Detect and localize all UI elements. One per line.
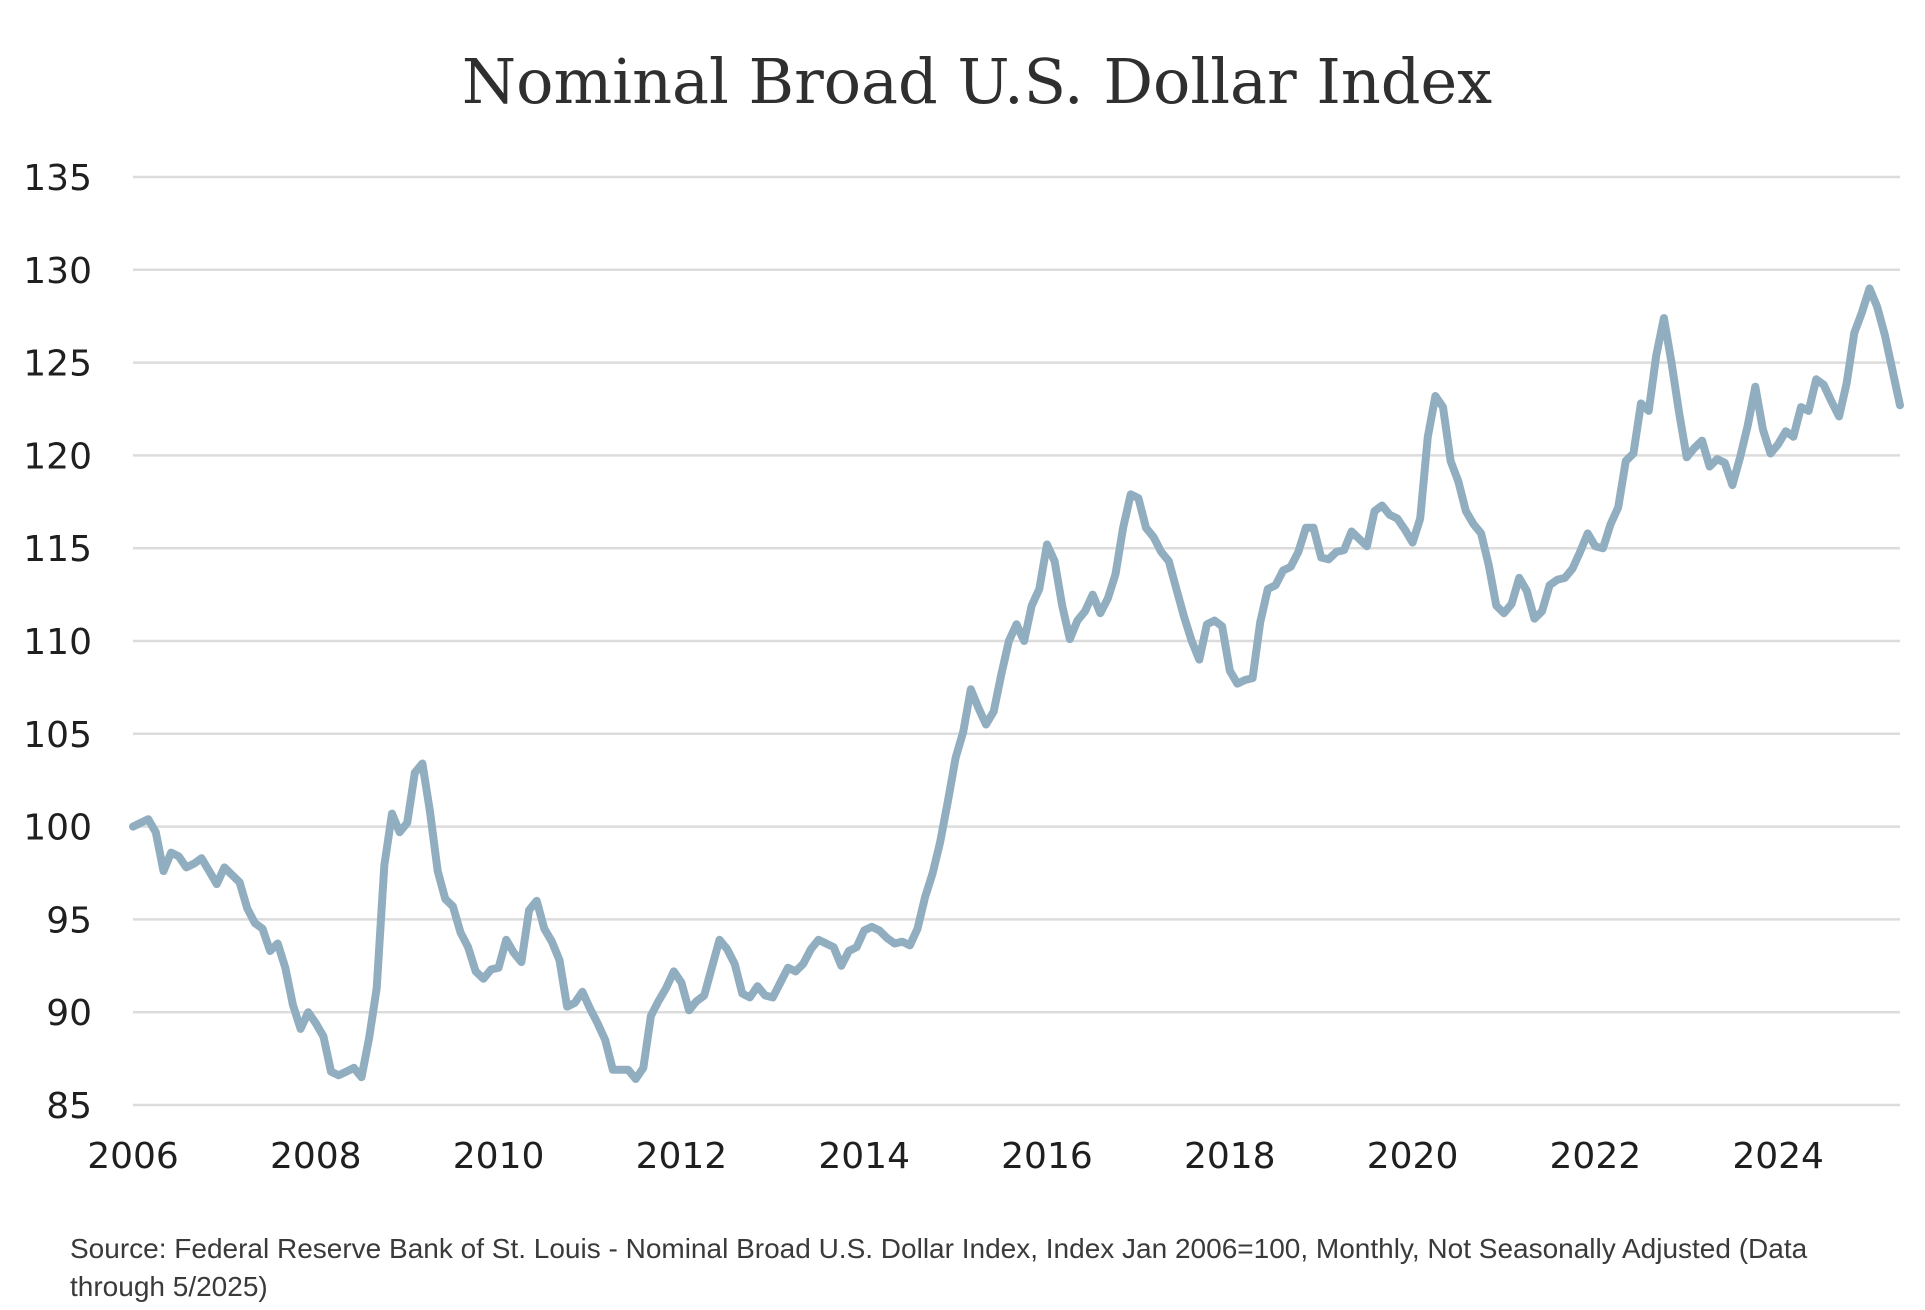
source-note: Source: Federal Reserve Bank of St. Loui… bbox=[70, 1233, 1808, 1302]
x-tick-label: 2020 bbox=[1367, 1136, 1459, 1177]
y-tick-label: 85 bbox=[46, 1086, 92, 1127]
y-tick-label: 110 bbox=[23, 622, 92, 663]
y-tick-label: 125 bbox=[23, 344, 92, 385]
x-tick-label: 2006 bbox=[87, 1136, 179, 1177]
chart-title: Nominal Broad U.S. Dollar Index bbox=[462, 45, 1492, 118]
x-tick-label: 2022 bbox=[1550, 1136, 1642, 1177]
y-axis-ticks: 85 90 95 100 105 110 115 120 125 130 135 bbox=[23, 158, 92, 1127]
y-tick-label: 130 bbox=[23, 251, 92, 292]
y-tick-label: 135 bbox=[23, 158, 92, 199]
series-layer bbox=[129, 284, 1904, 1083]
y-tick-label: 100 bbox=[23, 808, 92, 849]
y-tick-label: 120 bbox=[23, 436, 92, 477]
x-tick-label: 2008 bbox=[270, 1136, 362, 1177]
x-tick-label: 2012 bbox=[636, 1136, 728, 1177]
x-tick-label: 2018 bbox=[1184, 1136, 1276, 1177]
y-tick-label: 115 bbox=[23, 529, 92, 570]
y-tick-label: 95 bbox=[46, 900, 92, 941]
x-tick-label: 2024 bbox=[1732, 1136, 1824, 1177]
x-tick-label: 2014 bbox=[818, 1136, 910, 1177]
y-tick-label: 90 bbox=[46, 993, 92, 1034]
x-axis-ticks: 2006 2008 2010 2012 2014 2016 2018 2020 2022 2024 bbox=[87, 1136, 1824, 1177]
x-tick-label: 2010 bbox=[453, 1136, 545, 1177]
grid-layer bbox=[133, 175, 1900, 1107]
x-tick-label: 2016 bbox=[1001, 1136, 1093, 1177]
y-tick-label: 105 bbox=[23, 715, 92, 756]
series-line bbox=[129, 284, 1904, 1083]
